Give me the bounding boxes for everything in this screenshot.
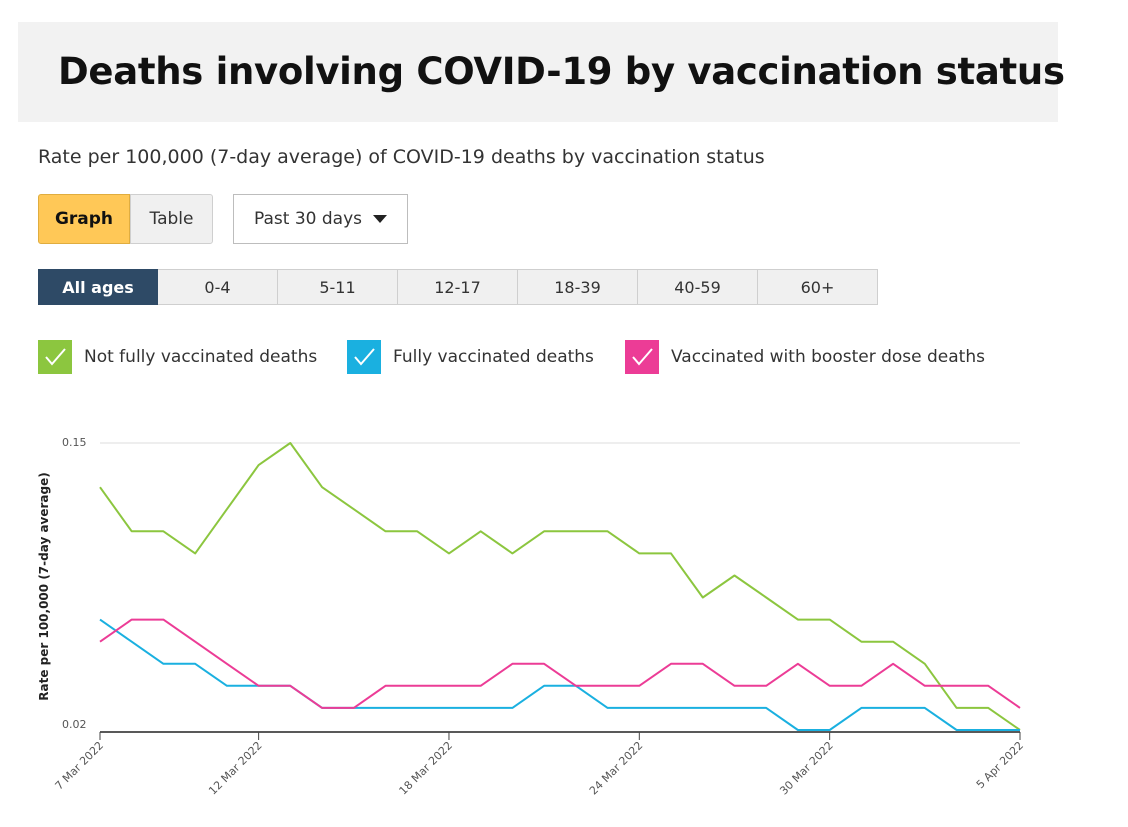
legend-booster[interactable]: Vaccinated with booster dose deaths (625, 340, 985, 374)
legend-label: Vaccinated with booster dose deaths (671, 347, 985, 367)
check-icon (38, 340, 72, 374)
x-tick-label: 12 Mar 2022 (206, 739, 265, 798)
x-tick-label: 24 Mar 2022 (587, 739, 646, 798)
legend-label: Not fully vaccinated deaths (84, 347, 318, 367)
series-line-2 (99, 618, 1021, 709)
period-select-value: Past 30 days (254, 209, 362, 229)
tab-age-60-plus[interactable]: 60+ (758, 269, 878, 305)
graph-view-button[interactable]: Graph (38, 194, 130, 244)
legend-label: Fully vaccinated deaths (393, 347, 594, 367)
tab-age-40-59[interactable]: 40-59 (638, 269, 758, 305)
period-select[interactable]: Past 30 days (233, 194, 408, 244)
page-title: Deaths involving COVID-19 by vaccination… (58, 50, 1065, 93)
checkbox-booster[interactable] (625, 340, 659, 374)
checkbox-not-fully-vaccinated[interactable] (38, 340, 72, 374)
age-filter-tabs: All ages 0-4 5-11 12-17 18-39 40-59 60+ (38, 269, 878, 305)
legend-fully-vaccinated[interactable]: Fully vaccinated deaths (347, 340, 594, 374)
tab-age-18-39[interactable]: 18-39 (518, 269, 638, 305)
title-banner: Deaths involving COVID-19 by vaccination… (18, 22, 1065, 122)
check-icon (347, 340, 381, 374)
y-tick-label: 0.15 (62, 436, 87, 449)
series-line-0 (99, 442, 1021, 731)
table-view-button[interactable]: Table (130, 194, 213, 244)
x-tick-label: 18 Mar 2022 (397, 739, 456, 798)
line-chart: 0.02 0.15 Rate per 100,000 (7-day average)… (37, 436, 1026, 798)
x-tick-label: 30 Mar 2022 (777, 739, 836, 798)
check-icon (625, 340, 659, 374)
x-tick-label: 7 Mar 2022 (53, 739, 107, 793)
checkbox-fully-vaccinated[interactable] (347, 340, 381, 374)
chart-subtitle: Rate per 100,000 (7-day average) of COVI… (38, 146, 765, 168)
legend-not-fully-vaccinated[interactable]: Not fully vaccinated deaths (38, 340, 317, 374)
chevron-down-icon (373, 215, 387, 223)
tab-age-5-11[interactable]: 5-11 (278, 269, 398, 305)
y-tick-label: 0.02 (62, 718, 87, 731)
x-tick-label: 5 Apr 2022 (974, 739, 1026, 791)
y-axis-label: Rate per 100,000 (7-day average) (37, 472, 51, 700)
tab-age-12-17[interactable]: 12-17 (398, 269, 518, 305)
tab-age-0-4[interactable]: 0-4 (158, 269, 278, 305)
series-line-1 (99, 618, 1020, 731)
tab-all-ages[interactable]: All ages (38, 269, 158, 305)
